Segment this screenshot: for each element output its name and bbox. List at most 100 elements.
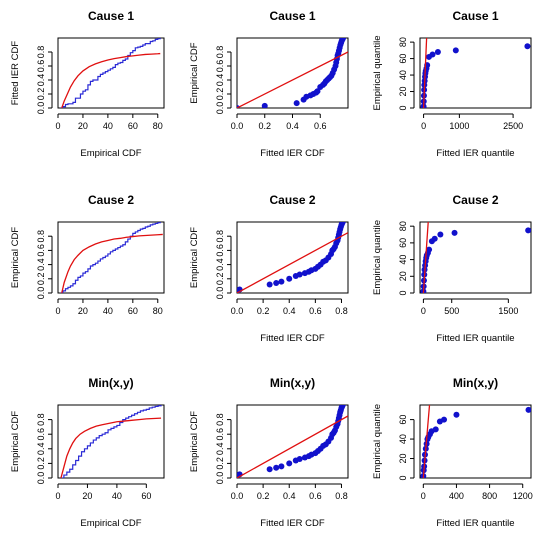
x-axis-label: Empirical CDF xyxy=(80,148,141,159)
x-tick-label: 0.6 xyxy=(309,491,322,501)
data-point xyxy=(278,278,285,285)
y-tick-label: 80 xyxy=(398,37,408,47)
chart-title: Cause 2 xyxy=(452,193,498,207)
y-tick-label: 0.4 xyxy=(36,443,46,456)
data-point xyxy=(266,281,273,288)
plot-frame xyxy=(236,37,349,109)
y-tick-label: 40 xyxy=(398,434,408,444)
data-point xyxy=(261,102,268,108)
y-tick-label: 0.4 xyxy=(36,74,46,87)
y-tick-label: 60 xyxy=(398,238,408,248)
y-tick-label: 0.0 xyxy=(215,287,225,300)
y-tick-label: 0.0 xyxy=(36,472,46,485)
x-tick-label: 0.8 xyxy=(335,491,348,501)
data-point xyxy=(286,460,293,467)
x-axis-label: Fitted IER CDF xyxy=(260,148,325,159)
y-tick-label: 0.8 xyxy=(36,230,46,243)
fitted-curve xyxy=(61,52,161,108)
y-tick-label: 20 xyxy=(398,87,408,97)
data-point xyxy=(524,43,531,50)
y-tick-label: 0.4 xyxy=(215,74,225,87)
reference-line xyxy=(237,51,348,108)
chart-title: Cause 1 xyxy=(452,9,498,23)
y-tick-label: 0.0 xyxy=(215,102,225,115)
y-tick-label: 20 xyxy=(398,271,408,281)
chart-title: Cause 1 xyxy=(269,9,315,23)
y-tick-label: 80 xyxy=(398,221,408,231)
x-tick-label: 0.0 xyxy=(231,121,244,131)
x-tick-label: 400 xyxy=(449,491,464,501)
y-tick-label: 0.8 xyxy=(215,413,225,426)
data-point xyxy=(437,231,444,238)
x-tick-label: 0.6 xyxy=(314,121,327,131)
panel-8: Min(x,y) Fitted IER CDF Empirical CDF 0.0 0.… xyxy=(189,376,349,529)
data-point xyxy=(266,466,273,473)
y-tick-label: 0.6 xyxy=(215,428,225,441)
x-tick-label: 0.4 xyxy=(283,491,296,501)
data-point xyxy=(273,280,280,287)
plot-data xyxy=(237,405,348,478)
data-point xyxy=(339,405,346,408)
y-tick-label: 0.8 xyxy=(36,413,46,426)
chart-title: Min(x,y) xyxy=(453,376,498,390)
plot-data xyxy=(60,222,163,293)
data-point xyxy=(273,464,280,471)
data-point xyxy=(441,416,448,423)
reference-line xyxy=(237,232,348,293)
data-point xyxy=(434,49,441,55)
data-point xyxy=(296,271,303,278)
x-tick-label: 20 xyxy=(82,491,92,501)
data-point xyxy=(432,426,439,433)
x-tick-label: 500 xyxy=(444,306,459,316)
y-tick-label: 0.2 xyxy=(36,457,46,470)
panel-9: Min(x,y) Fitted IER quantile Empirical qua… xyxy=(372,376,533,529)
y-tick-label: 0.0 xyxy=(36,102,46,115)
x-tick-label: 0.2 xyxy=(257,491,270,501)
y-tick-label: 0.8 xyxy=(215,46,225,59)
data-point xyxy=(429,51,436,58)
x-tick-label: 1500 xyxy=(498,306,518,316)
plot-data xyxy=(420,222,531,293)
x-tick-label: 0 xyxy=(55,306,60,316)
y-axis-label: Empirical CDF xyxy=(189,227,200,288)
y-axis-label: Empirical CDF xyxy=(189,411,200,472)
y-axis-label: Empirical CDF xyxy=(10,411,21,472)
x-tick-label: 0.2 xyxy=(258,121,271,131)
x-tick-label: 0.2 xyxy=(257,306,270,316)
plot-frame xyxy=(57,37,165,109)
y-tick-label: 0.6 xyxy=(36,60,46,73)
plot-data xyxy=(420,405,531,478)
plot-data xyxy=(60,38,161,108)
data-point xyxy=(453,411,460,418)
reference-line xyxy=(422,38,428,108)
y-tick-label: 0 xyxy=(398,475,408,480)
data-point xyxy=(525,406,531,413)
x-axis-label: Fitted IER CDF xyxy=(260,518,325,529)
x-tick-label: 0 xyxy=(55,491,60,501)
x-tick-label: 0.0 xyxy=(231,306,244,316)
data-point xyxy=(431,235,438,242)
y-tick-label: 0.6 xyxy=(215,244,225,257)
x-tick-label: 80 xyxy=(153,306,163,316)
plot-data xyxy=(237,38,348,108)
y-axis-label: Empirical CDF xyxy=(10,227,21,288)
reference-line xyxy=(422,222,429,293)
x-tick-label: 0.4 xyxy=(286,121,299,131)
plot-frame xyxy=(236,221,349,294)
plot-frame xyxy=(419,404,532,479)
y-tick-label: 0.0 xyxy=(215,472,225,485)
x-tick-label: 40 xyxy=(103,306,113,316)
ecdf-step-line xyxy=(60,222,161,293)
y-tick-label: 0.6 xyxy=(36,244,46,257)
data-point xyxy=(451,229,458,236)
fitted-curve xyxy=(60,417,162,478)
x-tick-label: 60 xyxy=(128,121,138,131)
plot-data xyxy=(60,405,162,478)
x-tick-label: 40 xyxy=(112,491,122,501)
plot-data xyxy=(237,222,348,293)
x-tick-label: 0 xyxy=(421,121,426,131)
